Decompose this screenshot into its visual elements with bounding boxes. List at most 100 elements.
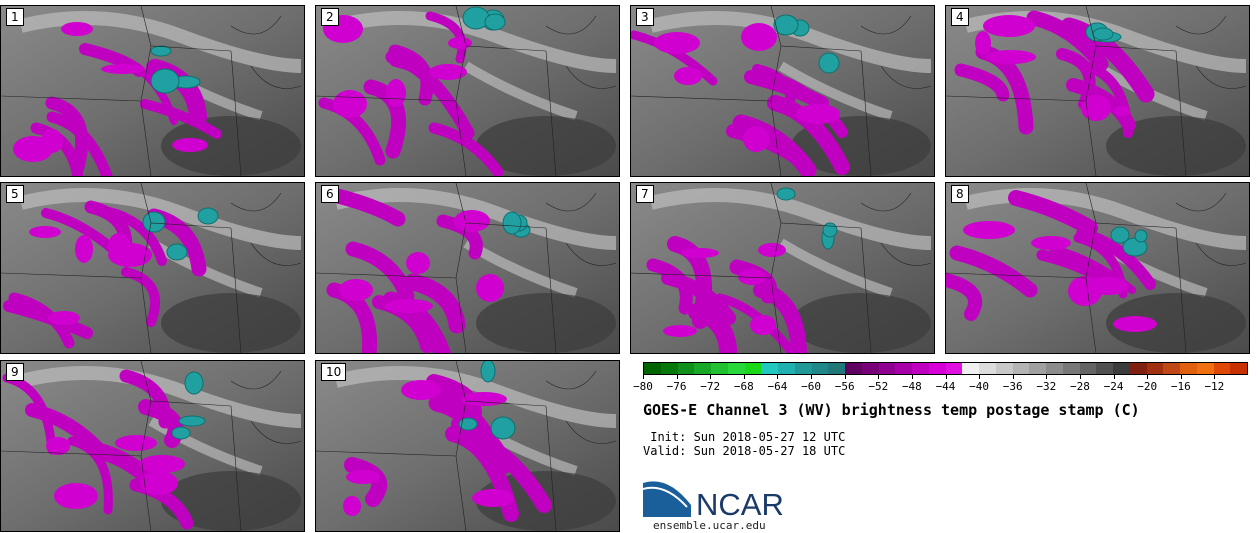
colorbar-tick-label: −68 bbox=[733, 380, 754, 393]
colorbar-tick-label: −24 bbox=[1103, 380, 1124, 393]
colorbar bbox=[643, 362, 1248, 375]
postage-stamp-panel: 7 bbox=[630, 182, 935, 354]
postage-stamp-panel: 4 bbox=[945, 5, 1250, 177]
postage-stamp-panel: 8 bbox=[945, 182, 1250, 354]
colorbar-swatch bbox=[945, 363, 963, 374]
colorbar-swatch bbox=[861, 363, 879, 374]
valid-time: Valid: Sun 2018-05-27 18 UTC bbox=[643, 444, 846, 458]
colorbar-tick-label: −80 bbox=[633, 380, 653, 393]
water-vapor-map bbox=[631, 183, 934, 353]
colorbar-swatch bbox=[1062, 363, 1080, 374]
colorbar-tick-label: −28 bbox=[1070, 380, 1090, 393]
colorbar-tick bbox=[811, 375, 813, 379]
ncar-logo-text: NCAR bbox=[696, 487, 784, 519]
colorbar-tick-label: −12 bbox=[1204, 380, 1225, 393]
colorbar-swatch bbox=[1029, 363, 1046, 374]
colorbar-swatch bbox=[1180, 363, 1197, 374]
postage-stamp-panel: 6 bbox=[315, 182, 620, 354]
colorbar-tick bbox=[1147, 375, 1149, 379]
water-vapor-map bbox=[1, 361, 304, 531]
colorbar-swatch bbox=[1146, 363, 1164, 374]
colorbar-swatch bbox=[1012, 363, 1030, 374]
colorbar-tick bbox=[1214, 375, 1216, 379]
colorbar-swatch bbox=[778, 363, 795, 374]
colorbar-tick bbox=[878, 375, 880, 379]
colorbar-swatch bbox=[1213, 363, 1231, 374]
colorbar-swatch bbox=[1230, 363, 1247, 374]
colorbar-tick-label: −44 bbox=[935, 380, 956, 393]
colorbar-swatch bbox=[660, 363, 678, 374]
colorbar-swatch bbox=[1196, 363, 1214, 374]
colorbar-swatch bbox=[677, 363, 695, 374]
colorbar-tick bbox=[945, 375, 947, 379]
figure-title: GOES-E Channel 3 (WV) brightness temp po… bbox=[643, 401, 1140, 419]
water-vapor-map bbox=[1, 6, 304, 176]
water-vapor-map bbox=[1, 183, 304, 353]
colorbar-swatch bbox=[694, 363, 711, 374]
colorbar-swatch bbox=[1163, 363, 1180, 374]
postage-stamp-panel: 9 bbox=[0, 360, 305, 532]
colorbar-swatch bbox=[828, 363, 845, 374]
colorbar-tick bbox=[911, 375, 913, 379]
colorbar-swatch bbox=[711, 363, 728, 374]
colorbar-tick bbox=[710, 375, 712, 379]
panel-label: 10 bbox=[321, 363, 347, 381]
panel-label: 2 bbox=[321, 8, 339, 26]
colorbar-tick-label: −72 bbox=[700, 380, 721, 393]
colorbar-swatch bbox=[1113, 363, 1130, 374]
colorbar-tick-label: −16 bbox=[1170, 380, 1191, 393]
water-vapor-map bbox=[316, 183, 619, 353]
colorbar-tick-label: −48 bbox=[901, 380, 922, 393]
colorbar-tick bbox=[1046, 375, 1048, 379]
colorbar-swatch bbox=[794, 363, 812, 374]
colorbar-tick-label: −36 bbox=[1002, 380, 1023, 393]
colorbar-swatch bbox=[962, 363, 979, 374]
colorbar-tick bbox=[643, 375, 644, 379]
panel-label: 3 bbox=[636, 8, 654, 26]
water-vapor-map bbox=[316, 361, 619, 531]
colorbar-tick-label: −56 bbox=[834, 380, 855, 393]
colorbar-swatch bbox=[928, 363, 946, 374]
postage-stamp-panel: 2 bbox=[315, 5, 620, 177]
colorbar-tick bbox=[743, 375, 745, 379]
colorbar-tick-label: −20 bbox=[1137, 380, 1158, 393]
colorbar-swatch bbox=[1096, 363, 1113, 374]
colorbar-swatch bbox=[895, 363, 912, 374]
colorbar-tick bbox=[844, 375, 846, 379]
colorbar-tick bbox=[1079, 375, 1081, 379]
colorbar-tick bbox=[979, 375, 981, 379]
panel-label: 8 bbox=[951, 185, 969, 203]
panel-label: 9 bbox=[6, 363, 24, 381]
colorbar-tick bbox=[1113, 375, 1115, 379]
water-vapor-map bbox=[946, 183, 1249, 353]
panel-label: 7 bbox=[636, 185, 654, 203]
postage-stamp-panel: 3 bbox=[630, 5, 935, 177]
colorbar-swatch bbox=[979, 363, 996, 374]
colorbar-tick-label: −64 bbox=[767, 380, 788, 393]
colorbar-swatch bbox=[912, 363, 929, 374]
colorbar-tick-label: −52 bbox=[868, 380, 889, 393]
colorbar-tick bbox=[676, 375, 678, 379]
water-vapor-map bbox=[631, 6, 934, 176]
postage-stamp-panel: 5 bbox=[0, 182, 305, 354]
colorbar-tick-label: −32 bbox=[1036, 380, 1057, 393]
colorbar-swatch bbox=[644, 363, 661, 374]
colorbar-tick-label: −60 bbox=[801, 380, 821, 393]
colorbar-swatch bbox=[1129, 363, 1147, 374]
colorbar-ticks: −80 −76 −72 −68 −64 −60 −56 −52 −48 −44 −40 −36 −32−… bbox=[633, 375, 1248, 395]
panel-label: 6 bbox=[321, 185, 339, 203]
postage-stamp-panel: 10 bbox=[315, 360, 620, 532]
colorbar-swatch bbox=[845, 363, 862, 374]
postage-stamp-panel: 1 bbox=[0, 5, 305, 177]
website-url: ensemble.ucar.edu bbox=[653, 519, 766, 532]
colorbar-swatch bbox=[1079, 363, 1097, 374]
colorbar-swatch bbox=[995, 363, 1013, 374]
panel-label: 1 bbox=[6, 8, 24, 26]
init-time: Init: Sun 2018-05-27 12 UTC bbox=[643, 430, 846, 444]
colorbar-swatch bbox=[727, 363, 745, 374]
colorbar-swatch bbox=[878, 363, 896, 374]
panel-label: 5 bbox=[6, 185, 24, 203]
water-vapor-map bbox=[316, 6, 619, 176]
colorbar-tick bbox=[1012, 375, 1014, 379]
ncar-logo-swoosh bbox=[643, 481, 691, 517]
